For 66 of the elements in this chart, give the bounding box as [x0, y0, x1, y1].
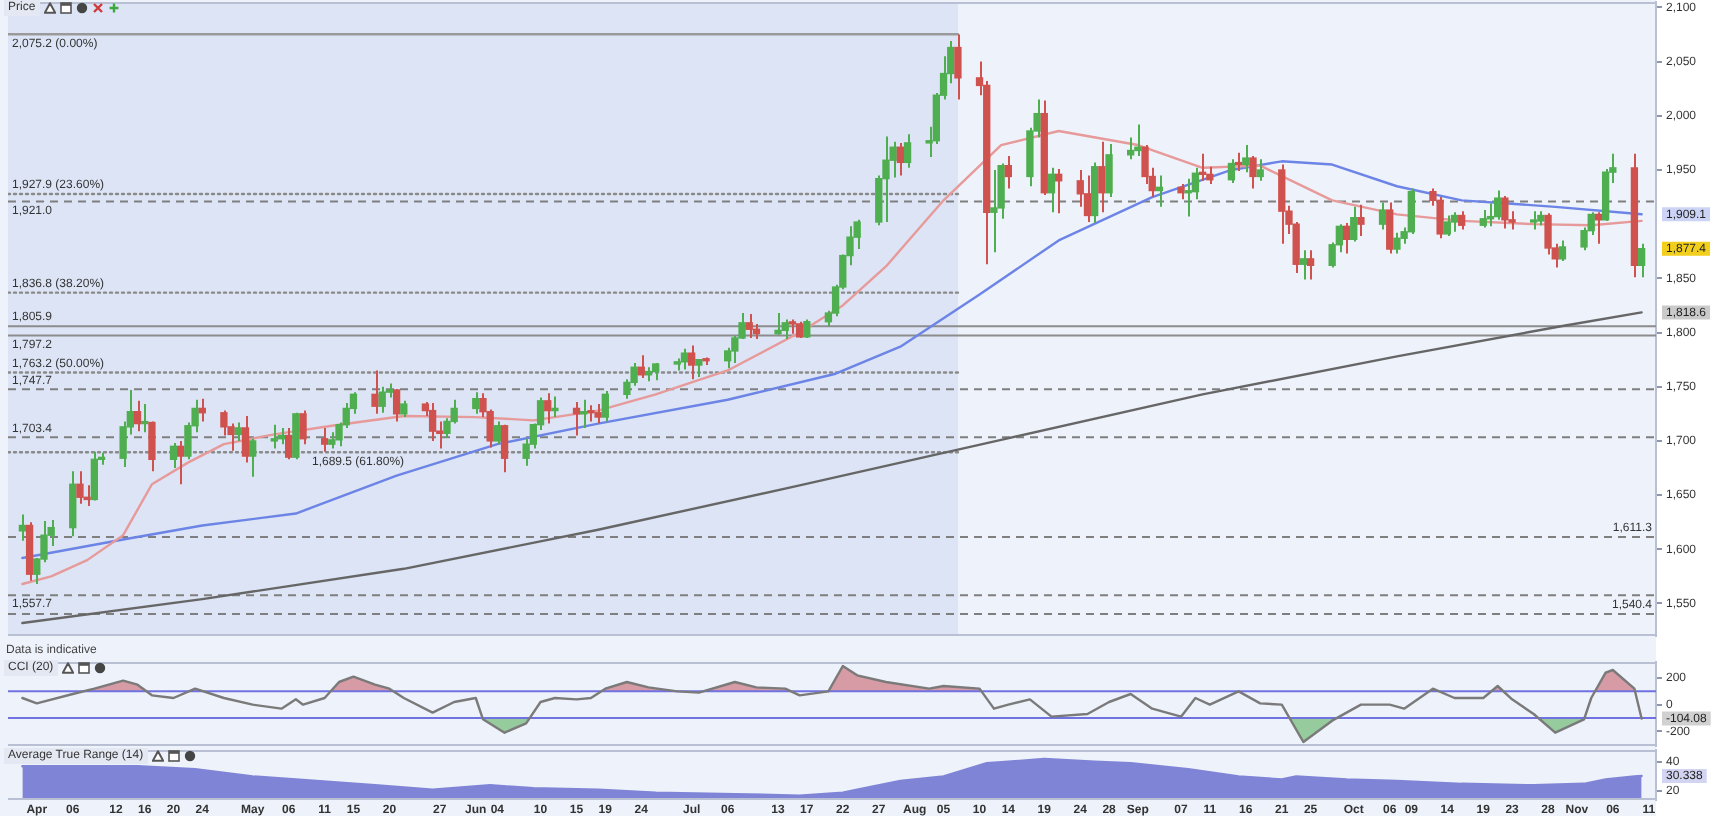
candlestick — [1278, 163, 1286, 245]
candlestick — [220, 409, 228, 437]
candlestick — [90, 450, 99, 502]
candlestick — [551, 395, 559, 419]
candlestick — [1378, 201, 1387, 231]
candlestick — [1076, 168, 1084, 208]
candlestick — [1530, 210, 1538, 231]
candlestick — [544, 392, 552, 425]
candlestick — [18, 513, 27, 542]
candlestick — [903, 133, 912, 169]
candlestick — [1299, 249, 1308, 281]
candlestick — [954, 33, 962, 101]
candlestick — [378, 385, 386, 414]
candlestick — [500, 423, 509, 474]
candlestick — [1558, 239, 1567, 263]
candlestick — [1105, 142, 1113, 199]
candlestick — [69, 470, 77, 538]
candlestick — [1306, 249, 1315, 281]
candlestick — [688, 344, 696, 381]
candlestick — [1393, 231, 1401, 255]
candlestick — [1047, 166, 1056, 214]
candlestick — [1004, 154, 1012, 190]
candlestick — [249, 437, 257, 478]
candlestick — [1227, 158, 1236, 184]
candlestick — [472, 391, 480, 415]
candlestick — [1249, 154, 1257, 190]
candlestick — [371, 369, 379, 415]
candlestick — [1386, 201, 1394, 255]
candlestick — [601, 390, 609, 423]
candlestick — [781, 318, 789, 341]
candlestick — [1544, 212, 1552, 256]
candlestick — [990, 168, 998, 254]
candlestick — [1242, 144, 1250, 174]
candlestick — [1450, 211, 1459, 233]
candlestick — [270, 423, 278, 450]
candlestick — [292, 411, 300, 461]
candlestick — [1342, 222, 1351, 255]
candlestick — [1458, 210, 1466, 231]
candlestick — [1357, 203, 1365, 238]
candlestick — [594, 403, 602, 425]
candlestick — [1436, 196, 1444, 240]
candlestick — [148, 420, 156, 473]
candlestick — [285, 426, 293, 461]
candlestick — [133, 399, 142, 433]
candlestick — [1494, 189, 1502, 221]
candlestick — [169, 442, 178, 470]
candlestick — [177, 439, 185, 486]
candlestick — [1637, 242, 1646, 279]
candlestick — [745, 313, 753, 339]
candlestick — [1083, 174, 1092, 223]
candlestick — [392, 387, 401, 423]
candlestick — [241, 415, 250, 464]
candlestick — [299, 409, 307, 446]
candlestick — [803, 318, 811, 339]
candlestick — [896, 141, 905, 177]
candlestick — [1443, 214, 1451, 238]
candlestick — [1098, 140, 1106, 214]
candlestick — [882, 135, 890, 223]
candlestick — [76, 470, 84, 505]
candlestick — [1501, 194, 1509, 230]
candlestick — [234, 421, 242, 442]
candlestick — [320, 426, 329, 453]
candlestick — [1256, 158, 1264, 182]
candlestick — [493, 420, 502, 446]
candlestick — [774, 312, 782, 336]
candlestick — [1350, 205, 1358, 243]
